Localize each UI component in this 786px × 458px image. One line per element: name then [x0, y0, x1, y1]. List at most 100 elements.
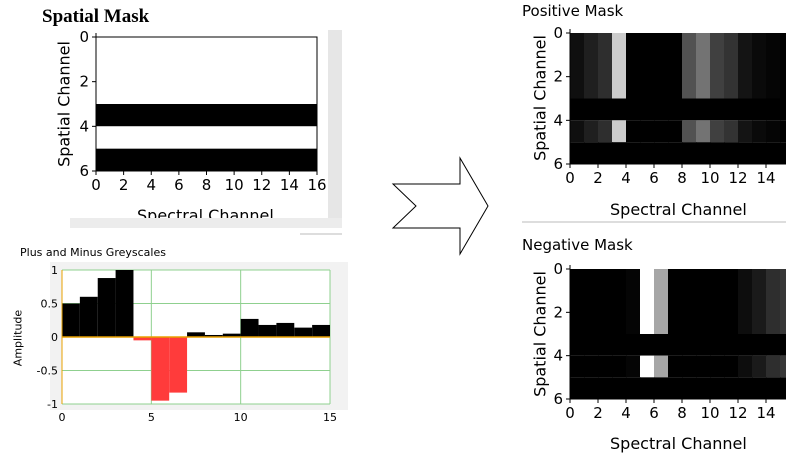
- spatial-mask-x-tick-label: 12: [252, 176, 271, 194]
- negative-mask-cell: [626, 355, 641, 378]
- positive-mask-y-tick-label: 2: [553, 68, 563, 86]
- negative-mask-cell: [612, 269, 627, 334]
- positive-mask-cell: [766, 120, 781, 143]
- negative-mask-cell: [584, 269, 599, 334]
- negative-mask-cell: [570, 377, 585, 399]
- spatial-mask-title: Spatial Mask: [42, 6, 150, 27]
- spatial-mask-x-tick-label: 8: [202, 176, 212, 194]
- negative-mask-cell: [738, 355, 753, 378]
- positive-mask-cell: [626, 120, 641, 143]
- positive-mask-cell: [584, 120, 599, 143]
- positive-mask-x-tick-label: 12: [728, 169, 747, 187]
- negative-mask-cell: [640, 334, 655, 356]
- positive-mask-cell: [724, 142, 739, 164]
- spatial-mask-band: [96, 37, 317, 104]
- negative-mask-x-tick-label: 14: [756, 404, 775, 422]
- positive-mask-cell: [612, 98, 627, 121]
- negative-mask-cell: [640, 377, 655, 399]
- spatial-mask-x-tick-label: 2: [119, 176, 129, 194]
- positive-mask-cell: [668, 98, 683, 121]
- positive-mask-cell: [696, 98, 711, 121]
- spatial-mask-y-tick-label: 6: [79, 162, 89, 180]
- positive-mask-cell: [710, 120, 725, 143]
- greyscales-bar: [312, 324, 330, 337]
- positive-mask-plot: 0246810121410246: [553, 24, 786, 187]
- positive-mask-cell: [612, 33, 627, 99]
- positive-mask-y-tick-label: 0: [553, 24, 563, 42]
- negative-mask-x-tick-label: 8: [677, 404, 687, 422]
- greyscales-x-tick-label: 10: [234, 411, 248, 424]
- negative-mask-cell: [668, 334, 683, 356]
- negative-mask-cell: [654, 334, 669, 356]
- greyscales-bar: [204, 334, 223, 337]
- spatial-mask-frame-bottom: [70, 218, 342, 228]
- negative-mask-cell: [598, 377, 613, 399]
- positive-mask-cell: [570, 33, 585, 99]
- negative-mask-cell: [752, 377, 767, 399]
- negative-mask-xlabel: Spectral Channel: [610, 434, 747, 453]
- negative-mask-y-tick-label: 4: [553, 347, 563, 365]
- negative-mask-cell: [780, 377, 786, 399]
- negative-mask-cell: [654, 355, 669, 378]
- positive-mask-cell: [584, 142, 599, 164]
- positive-mask-cell: [654, 142, 669, 164]
- positive-mask-cell: [668, 33, 683, 99]
- positive-mask-cell: [710, 142, 725, 164]
- greyscales-bar: [258, 324, 277, 337]
- positive-mask-cell: [766, 98, 781, 121]
- greyscales-bar: [169, 337, 188, 393]
- greyscales-y-tick-label: -1: [47, 398, 58, 411]
- negative-mask-x-tick-label: 4: [621, 404, 631, 422]
- negative-mask-cell: [570, 334, 585, 356]
- positive-mask-cell: [640, 33, 655, 99]
- negative-mask-cell: [710, 269, 725, 334]
- positive-mask-cell: [654, 98, 669, 121]
- positive-mask-cell: [738, 98, 753, 121]
- positive-mask-cell: [598, 33, 613, 99]
- negative-mask-cell: [654, 269, 669, 334]
- negative-mask-x-tick-label: 2: [593, 404, 603, 422]
- positive-mask-cell: [752, 98, 767, 121]
- negative-mask-cell: [710, 334, 725, 356]
- negative-mask-cell: [696, 334, 711, 356]
- negative-mask-cell: [724, 334, 739, 356]
- spatial-mask-x-tick-label: 0: [91, 176, 101, 194]
- negative-mask-x-tick-label: 0: [565, 404, 575, 422]
- positive-mask-cell: [612, 142, 627, 164]
- positive-mask-x-tick-label: 6: [649, 169, 659, 187]
- negative-mask-x-tick-label: 10: [700, 404, 719, 422]
- negative-mask-y-tick-label: 6: [553, 390, 563, 408]
- positive-mask-cell: [682, 98, 697, 121]
- greyscales-bar: [187, 332, 205, 337]
- positive-mask-y-tick-label: 6: [553, 155, 563, 173]
- positive-mask-cell: [598, 142, 613, 164]
- greyscales-bar: [97, 278, 116, 337]
- positive-mask-cell: [654, 120, 669, 143]
- negative-mask-cell: [626, 377, 641, 399]
- negative-mask-plot: 0246810121410246: [553, 260, 786, 422]
- negative-mask-y-tick-label: 2: [553, 303, 563, 321]
- spatial-mask-x-tick-label: 10: [225, 176, 244, 194]
- positive-mask-cell: [780, 33, 786, 99]
- negative-mask-cell: [570, 355, 585, 378]
- greyscales-y-tick-label: 0.5: [41, 298, 59, 311]
- negative-mask-cell: [668, 355, 683, 378]
- negative-mask-title: Negative Mask: [522, 236, 633, 254]
- negative-mask-cell: [766, 377, 781, 399]
- positive-mask-cell: [612, 120, 627, 143]
- negative-mask-cell: [598, 269, 613, 334]
- negative-mask-cell: [752, 269, 767, 334]
- greyscales-x-tick-label: 5: [148, 411, 155, 424]
- negative-mask-x-tick-label: 6: [649, 404, 659, 422]
- positive-mask-cell: [598, 98, 613, 121]
- positive-mask-x-tick-label: 8: [677, 169, 687, 187]
- greyscales-x-tick-label: 0: [59, 411, 66, 424]
- greyscales-bar: [276, 322, 295, 337]
- negative-mask-cell: [696, 355, 711, 378]
- negative-mask-cell: [780, 355, 786, 378]
- positive-mask-y-tick-label: 4: [553, 111, 563, 129]
- negative-mask-cell: [780, 334, 786, 356]
- positive-mask-x-tick-label: 2: [593, 169, 603, 187]
